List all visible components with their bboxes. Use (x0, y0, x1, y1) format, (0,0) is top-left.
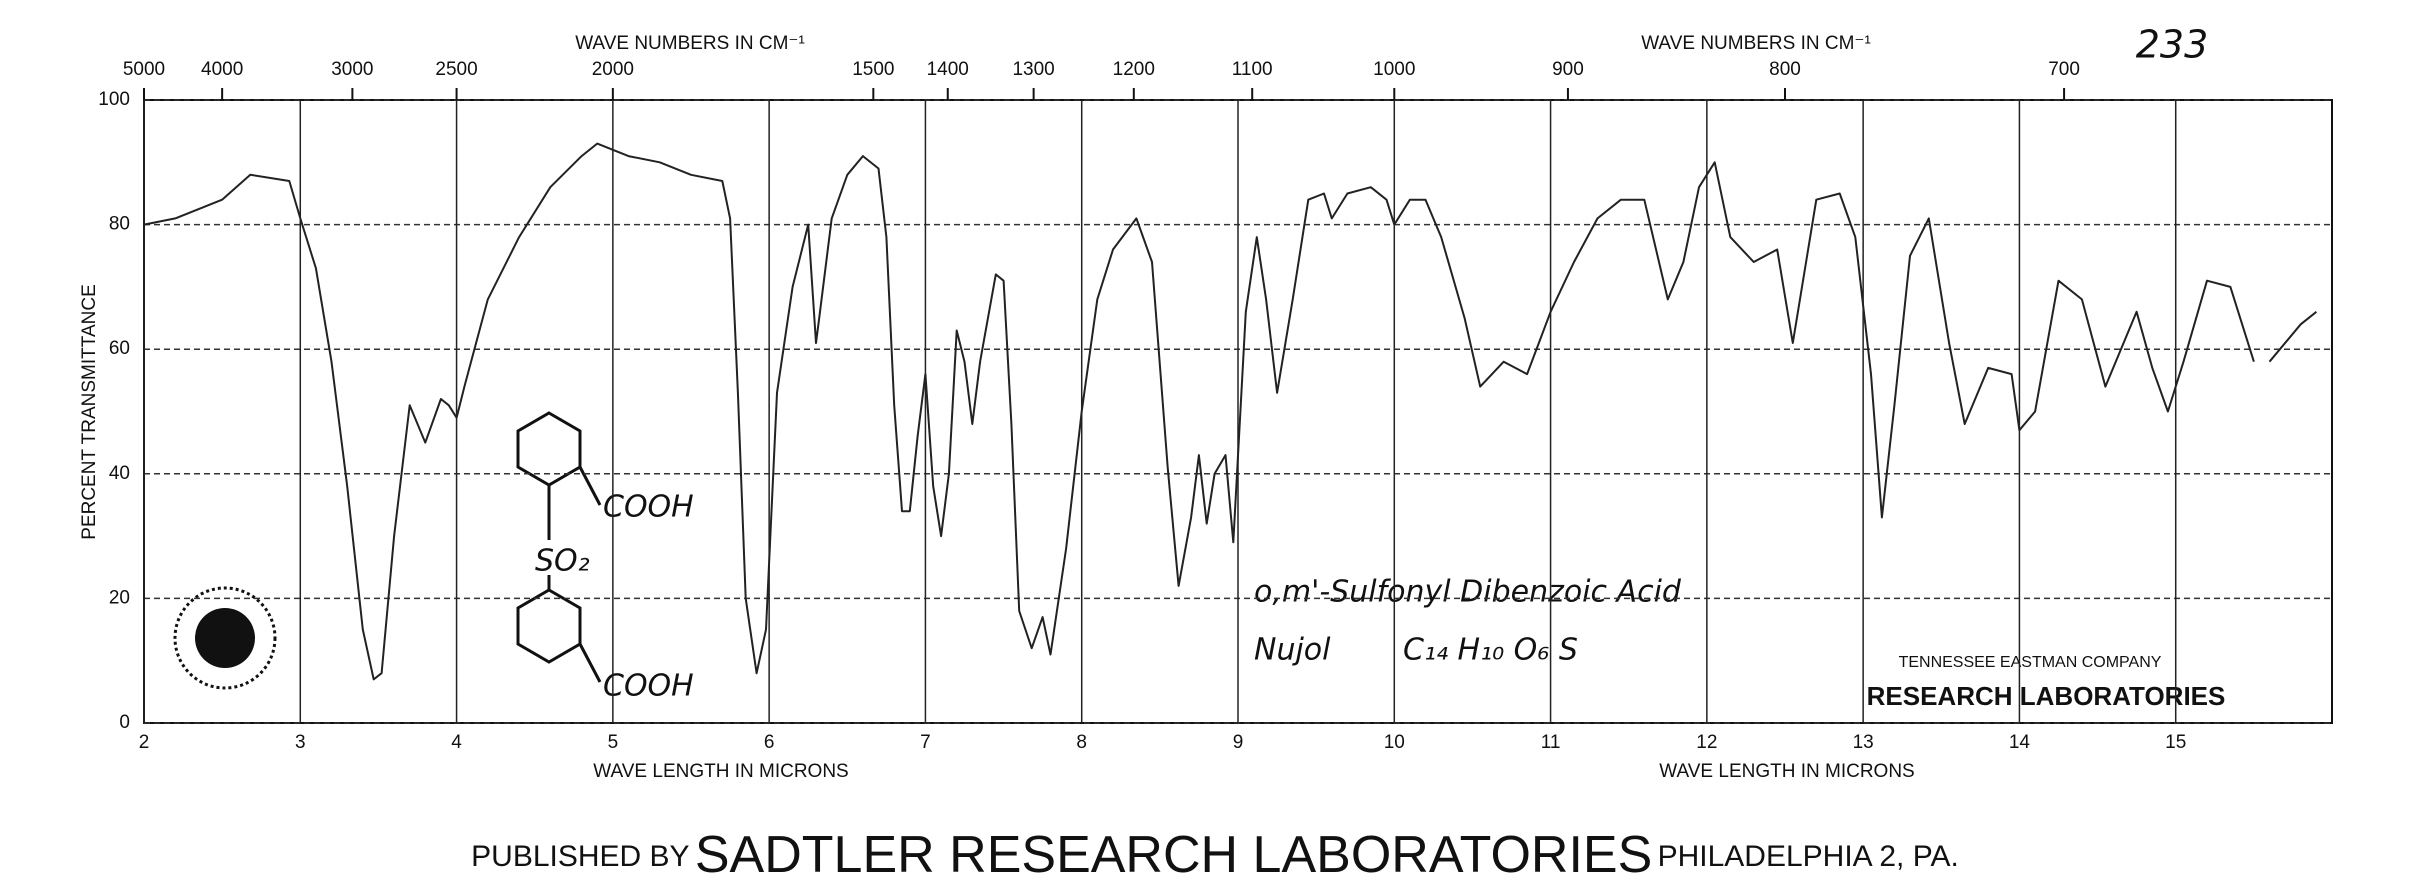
x2-tick-label: 1000 (1373, 59, 1415, 80)
structure-label: COOH (603, 669, 694, 704)
y-axis-label: PERCENT TRANSMITTANCE (79, 284, 100, 539)
x-tick-label: 10 (1384, 732, 1405, 753)
x-tick-label: 13 (1853, 732, 1874, 753)
bond (578, 643, 602, 683)
bond (578, 466, 602, 506)
x-tick-label: 12 (1696, 732, 1717, 753)
x-tick-label: 5 (608, 732, 619, 753)
y-tick-label: 60 (109, 338, 130, 359)
publisher-line: PUBLISHED BY SADTLER RESEARCH LABORATORI… (471, 826, 1959, 880)
x2-tick-label: 700 (2048, 59, 2080, 80)
x-tick-label: 4 (451, 732, 462, 753)
x2-tick-label: 2000 (592, 59, 634, 80)
x-tick-label: 15 (2165, 732, 2186, 753)
x2-tick-label: 3000 (331, 59, 373, 80)
x2-axis-label: WAVE NUMBERS IN CM⁻¹ (1641, 33, 1871, 54)
y-tick-label: 40 (109, 463, 130, 484)
x2-tick-label: 1100 (1232, 59, 1273, 80)
benzene-ring (516, 588, 582, 664)
structure-label: SO₂ (535, 544, 590, 579)
x-tick-label: 11 (1541, 732, 1561, 753)
compound-name: o,m'-Sulfonyl Dibenzoic Acid (1254, 575, 1682, 610)
x-tick-label: 6 (764, 732, 775, 753)
x2-tick-label: 2500 (435, 59, 477, 80)
medium: Nujol (1254, 633, 1331, 668)
spectrum-line (143, 142, 2318, 681)
x2-tick-label: 1200 (1113, 59, 1155, 80)
x2-tick-label: 4000 (201, 59, 243, 80)
x2-tick-label: 5000 (123, 59, 165, 80)
logo-center (195, 608, 255, 668)
page-number: 233 (2136, 23, 2209, 67)
x-tick-label: 14 (2009, 732, 2031, 753)
publisher-location: PHILADELPHIA 2, PA. (1658, 840, 1959, 873)
y-tick-label: 100 (98, 89, 130, 110)
y-tick-label: 20 (109, 587, 130, 608)
x-tick-label: 7 (920, 732, 931, 753)
publisher: SADTLER RESEARCH LABORATORIES (695, 826, 1652, 880)
lab-division: RESEARCH LABORATORIES (1867, 681, 2226, 711)
x2-tick-label: 800 (1769, 59, 1801, 80)
structure-label: COOH (603, 490, 694, 525)
y-tick-label: 80 (109, 214, 130, 235)
logo (173, 586, 277, 690)
x2-tick-label: 1400 (927, 59, 969, 80)
structure (516, 411, 602, 683)
lab-name: TENNESSEE EASTMAN COMPANY (1899, 654, 2162, 671)
x2-tick-label: 1500 (852, 59, 894, 80)
x-axis-label: WAVE LENGTH IN MICRONS (593, 761, 848, 782)
formula: C₁₄ H₁₀ O₆ S (1403, 633, 1578, 668)
y-tick-label: 0 (119, 712, 130, 733)
publisher-prefix: PUBLISHED BY (471, 840, 689, 873)
x-tick-label: 3 (295, 732, 306, 753)
x-tick-label: 2 (139, 732, 150, 753)
x2-axis-label: WAVE NUMBERS IN CM⁻¹ (575, 33, 805, 54)
x-tick-label: 9 (1233, 732, 1244, 753)
x-tick-label: 8 (1076, 732, 1087, 753)
x-axis-label: WAVE LENGTH IN MICRONS (1659, 761, 1914, 782)
x2-tick-label: 1300 (1012, 59, 1054, 80)
x2-tick-label: 900 (1552, 59, 1584, 80)
